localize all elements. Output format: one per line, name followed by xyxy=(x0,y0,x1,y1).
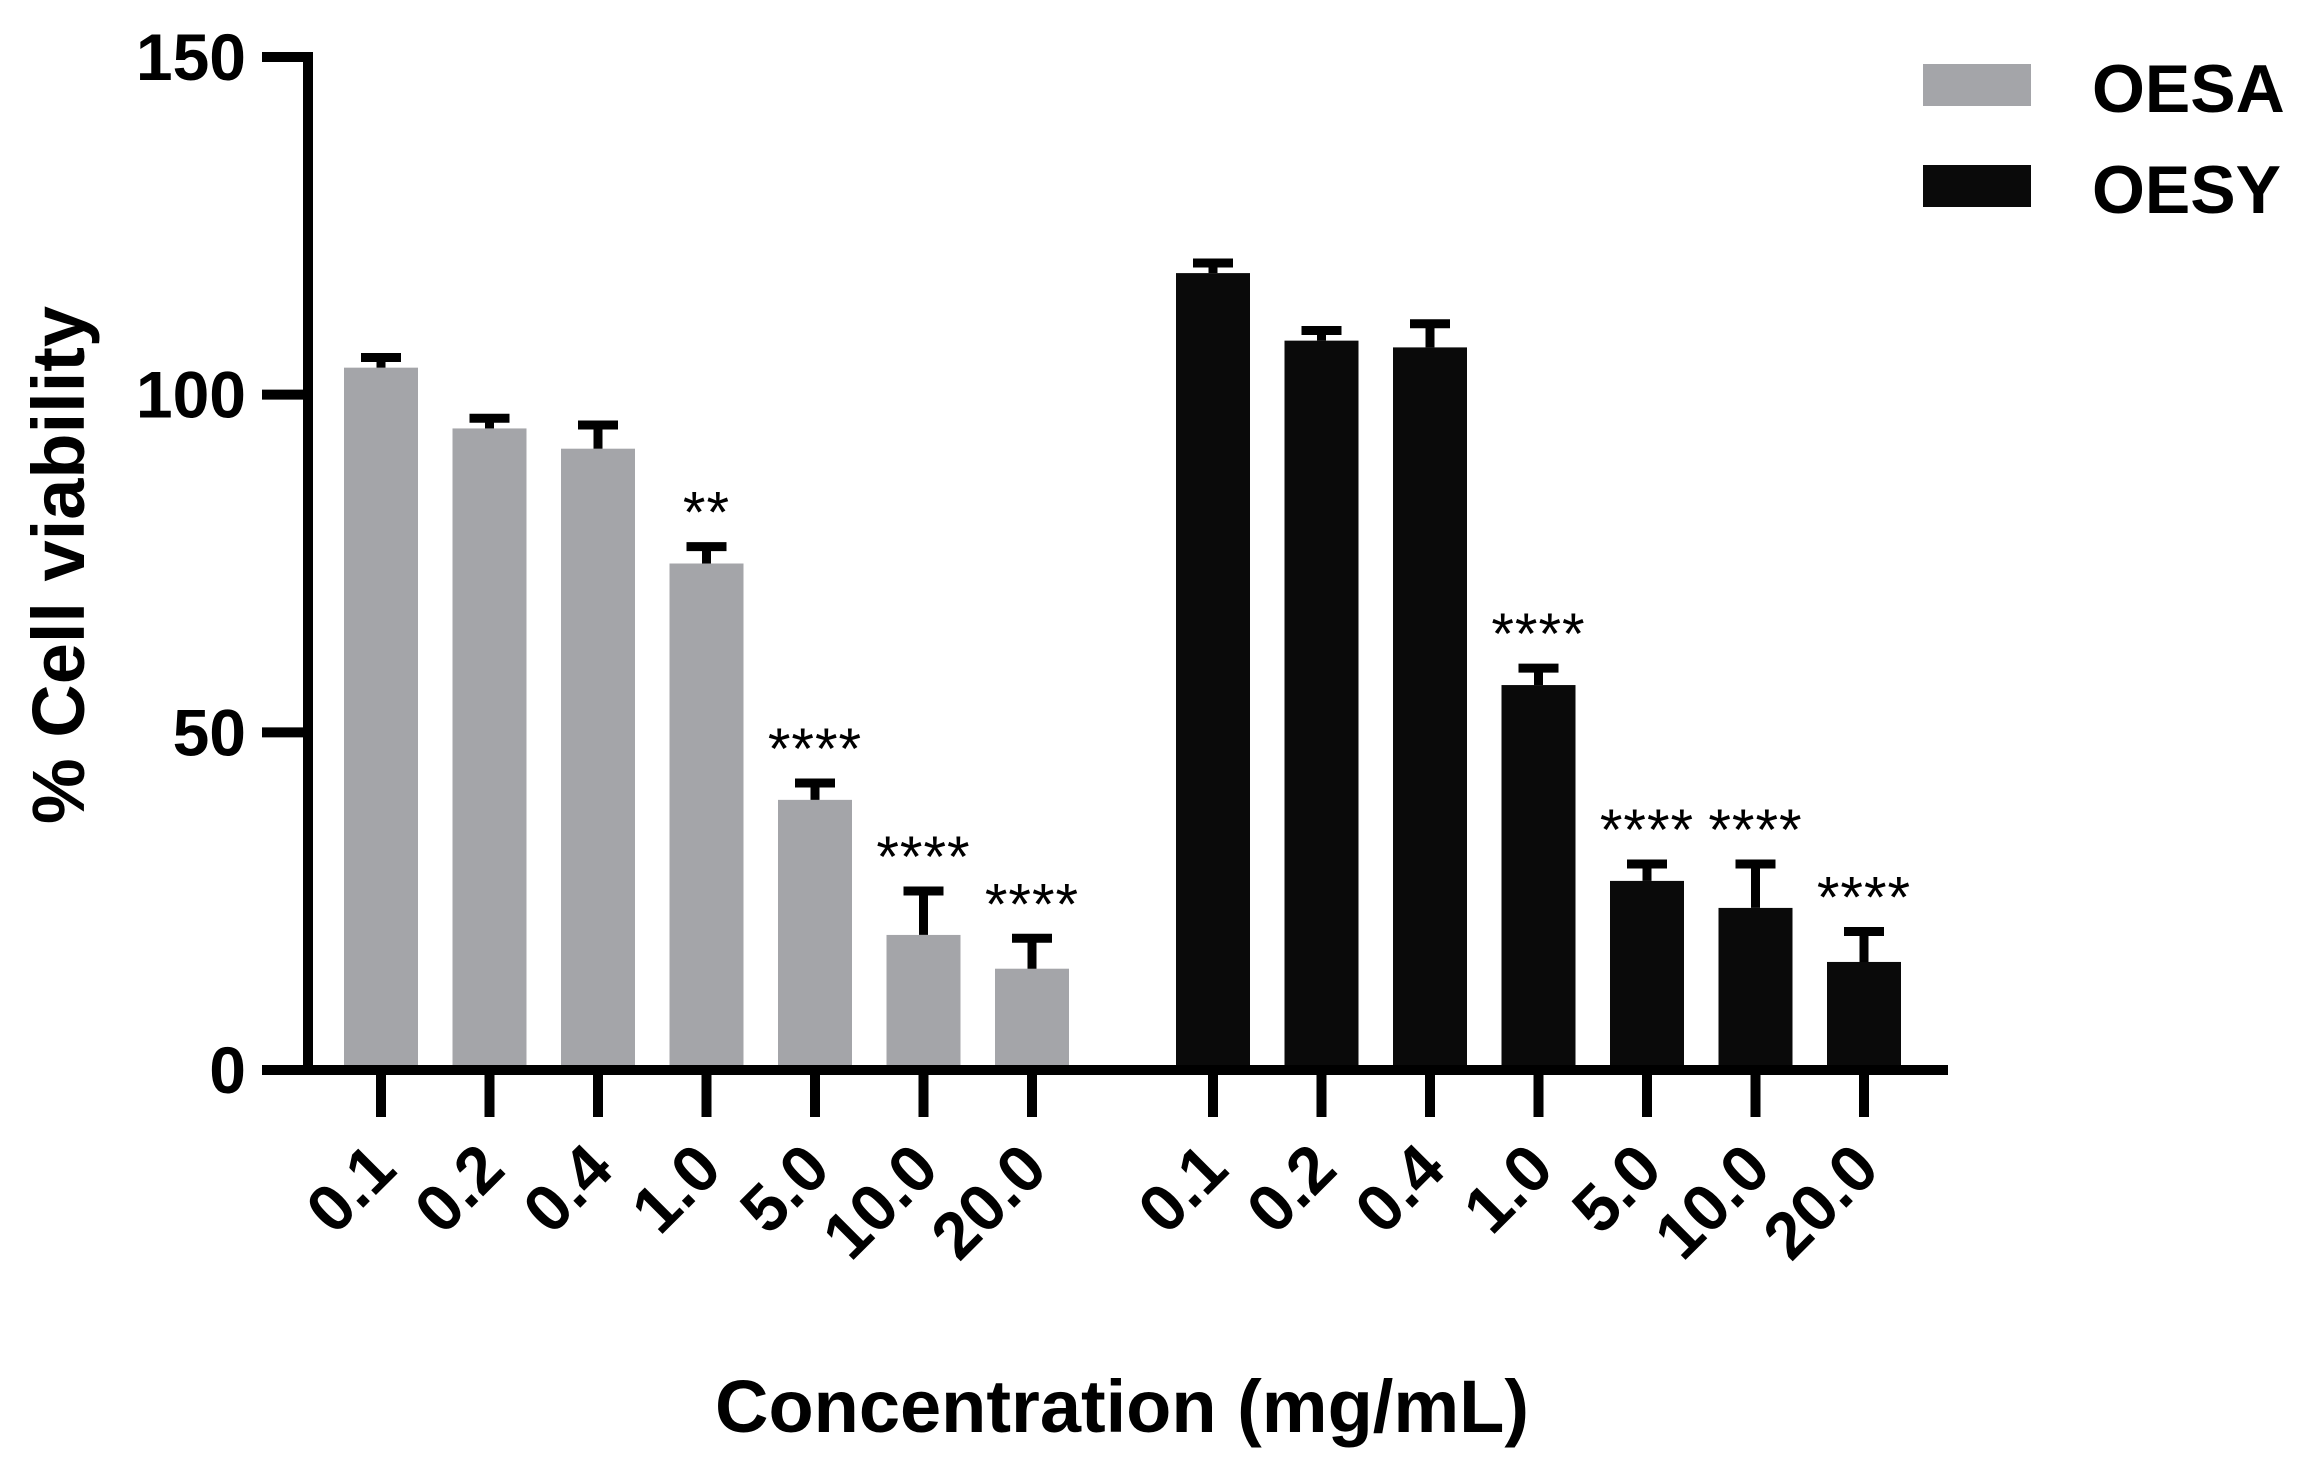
bar-oesy-1 xyxy=(1284,340,1359,1070)
x-tick-label-oesa-5: 10.0 xyxy=(808,1130,951,1273)
bar-oesa-1 xyxy=(452,428,527,1070)
significance-oesa-4: **** xyxy=(768,717,862,782)
significance-oesy-6: **** xyxy=(1817,866,1911,931)
x-tick-label-oesy-0: 0.1 xyxy=(1124,1130,1241,1247)
x-tick-label-oesa-3: 1.0 xyxy=(617,1130,734,1247)
bar-oesa-4 xyxy=(778,799,852,1070)
significance-oesa-5: **** xyxy=(876,825,970,890)
bar-oesa-0 xyxy=(344,367,418,1070)
bar-oesa-2 xyxy=(561,448,635,1070)
legend: OESA OESY xyxy=(1923,51,2285,228)
bar-oesy-0 xyxy=(1176,273,1250,1070)
legend-label-oesy: OESY xyxy=(2092,152,2281,228)
bar-oesa-5 xyxy=(886,934,961,1070)
y-tick-label-0: 0 xyxy=(209,1033,246,1107)
legend-label-oesa: OESA xyxy=(2092,51,2285,127)
significance-oesy-5: **** xyxy=(1708,798,1802,863)
y-tick-label-100: 100 xyxy=(136,358,246,432)
x-tick-label-oesy-5: 10.0 xyxy=(1640,1130,1783,1273)
x-tick-label-oesy-2: 0.4 xyxy=(1341,1129,1458,1246)
plot-area: ********************** ******** xyxy=(344,258,1911,1071)
x-tick-label-oesa-0: 0.1 xyxy=(292,1130,409,1247)
x-tick-label-oesy-3: 1.0 xyxy=(1449,1130,1566,1247)
bar-oesy-6 xyxy=(1827,961,1901,1070)
bar-oesy-3 xyxy=(1501,685,1576,1070)
significance-oesy-3: **** xyxy=(1491,602,1585,667)
bar-oesa-6 xyxy=(995,968,1069,1070)
x-axis-title: Concentration (mg/mL) xyxy=(715,1365,1529,1448)
significance-oesa-6: **** xyxy=(985,872,1079,937)
x-tick-label-oesy-6: 20.0 xyxy=(1749,1130,1892,1273)
bar-oesy-2 xyxy=(1393,347,1467,1071)
legend-swatch-oesa xyxy=(1923,64,2031,106)
bar-oesa-3 xyxy=(669,563,744,1070)
bar-oesy-4 xyxy=(1610,880,1684,1070)
y-tick-label-150: 150 xyxy=(136,20,246,94)
y-tick-label-50: 50 xyxy=(173,695,246,769)
x-tick-label-oesa-6: 20.0 xyxy=(917,1130,1060,1273)
x-tick-label-oesy-1: 0.2 xyxy=(1232,1130,1349,1247)
y-axis-title: % Cell viability xyxy=(17,306,100,824)
bar-oesy-5 xyxy=(1718,907,1793,1070)
x-tick-label-oesa-1: 0.2 xyxy=(400,1130,517,1247)
x-tick-label-oesa-2: 0.4 xyxy=(509,1129,626,1246)
significance-oesy-4: **** xyxy=(1600,798,1694,863)
significance-oesa-3: ** xyxy=(683,481,730,546)
legend-swatch-oesy xyxy=(1923,165,2031,207)
